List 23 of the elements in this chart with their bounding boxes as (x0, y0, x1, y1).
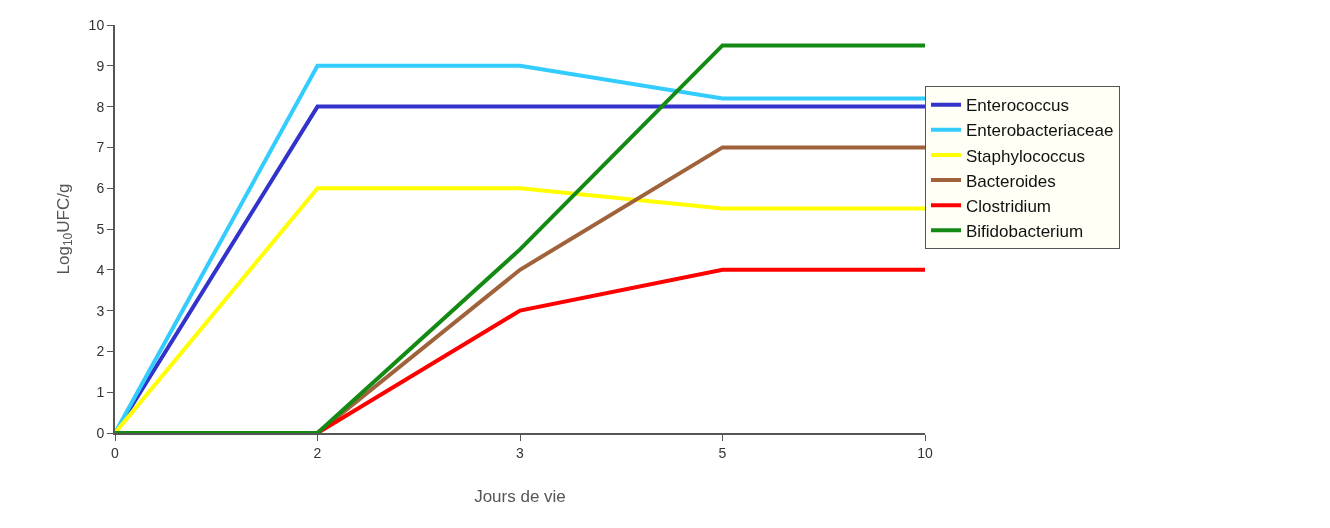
x-tick-label: 0 (111, 444, 120, 461)
y-tick-label: 4 (96, 261, 105, 278)
y-tick-label: 8 (96, 98, 105, 115)
y-tick-label: 6 (96, 180, 105, 197)
x-tick-label: 10 (917, 444, 933, 461)
y-tick-label: 9 (96, 57, 105, 74)
x-tick-label: 5 (718, 444, 727, 461)
y-tick-label: 7 (96, 139, 105, 156)
y-tick-label: 2 (96, 343, 105, 360)
y-tick-label: 3 (96, 302, 105, 319)
y-tick-label: 5 (96, 220, 105, 237)
legend-label: Staphylococcus (966, 146, 1086, 166)
legend-label: Bacteroides (966, 171, 1056, 191)
y-tick-label: 0 (96, 424, 105, 441)
legend-label: Enterococcus (966, 96, 1069, 116)
x-tick-label: 2 (313, 444, 322, 461)
x-tick-label: 3 (516, 444, 525, 461)
x-axis-title: Jours de vie (474, 486, 566, 506)
y-tick-label: 10 (88, 16, 105, 33)
legend-label: Enterobacteriaceae (966, 121, 1114, 141)
y-tick-label: 1 (96, 384, 105, 401)
legend-label: Bifidobacterium (966, 221, 1084, 241)
legend-label: Clostridium (966, 196, 1052, 216)
